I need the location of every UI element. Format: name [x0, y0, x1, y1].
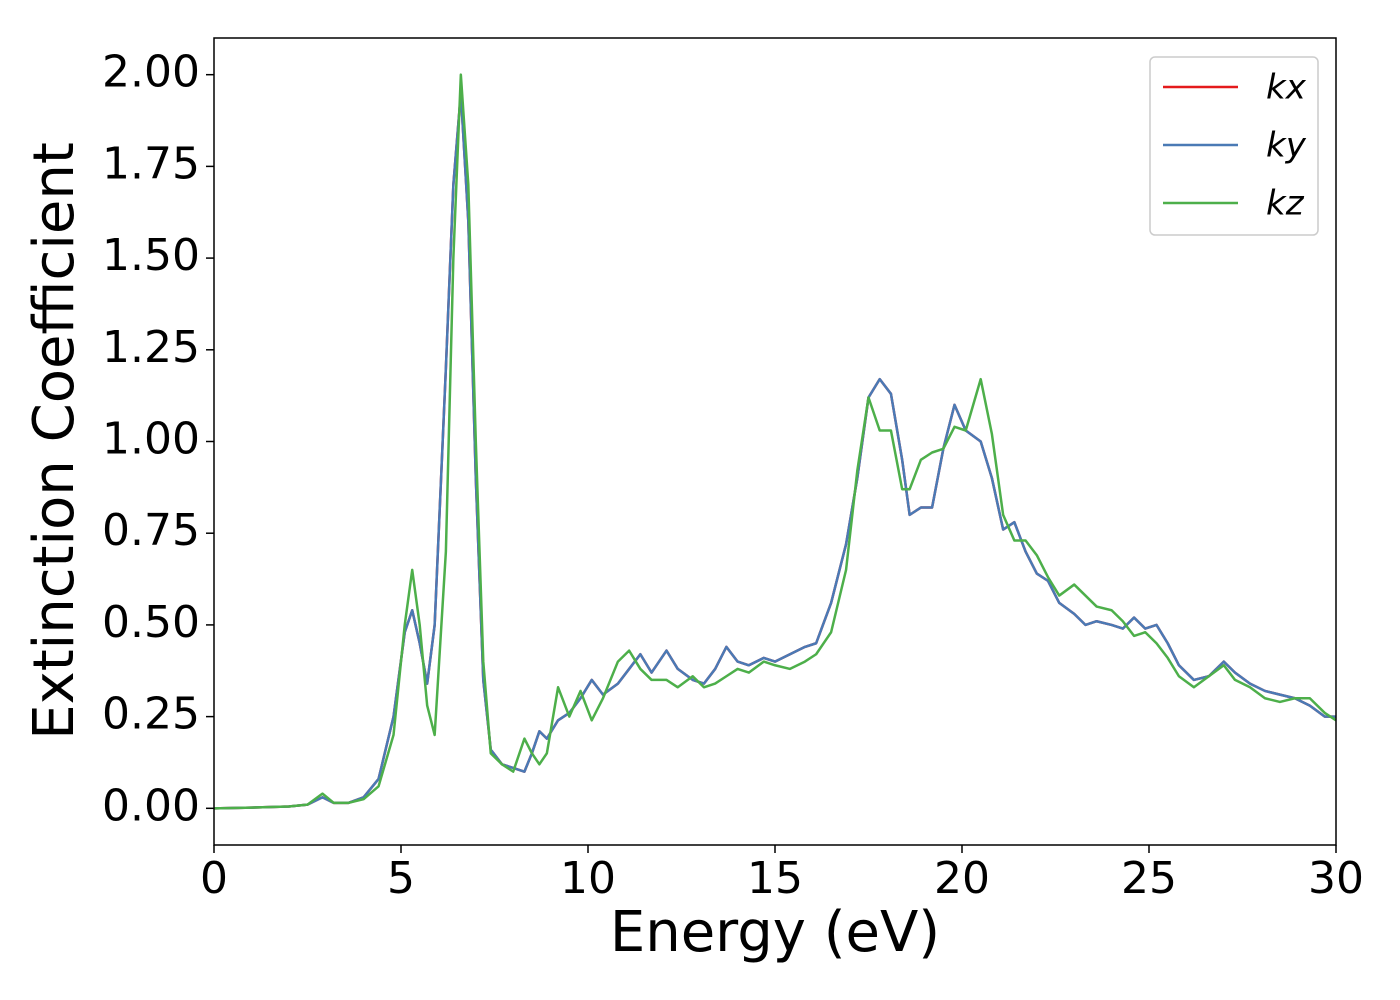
series-line: [214, 91, 1336, 810]
y-tick-label: 0.75: [102, 505, 200, 556]
x-tick-label: 5: [387, 853, 415, 904]
x-tick-label: 25: [1121, 853, 1177, 904]
y-tick-label: 0.50: [102, 597, 200, 648]
x-tick-label: 20: [934, 853, 990, 904]
series-line: [214, 73, 1336, 810]
x-tick-label: 15: [747, 853, 803, 904]
legend-label: kx: [1266, 68, 1307, 108]
y-tick-label: 1.00: [102, 414, 200, 465]
legend-label: kz: [1266, 184, 1305, 224]
y-tick-label: 2.00: [102, 47, 200, 98]
y-tick-label: 1.50: [102, 230, 200, 281]
x-tick-label: 10: [560, 853, 616, 904]
y-tick-label: 0.00: [102, 780, 200, 831]
x-axis-label: Energy (eV): [610, 900, 940, 965]
x-tick-label: 30: [1308, 853, 1364, 904]
legend-label: ky: [1266, 126, 1307, 166]
y-tick-label: 1.25: [102, 322, 200, 373]
x-tick-label: 0: [200, 853, 228, 904]
plot-frame: [213, 37, 1337, 846]
y-axis-label: Extinction Coefficient: [22, 142, 87, 740]
y-tick-label: 0.25: [102, 689, 200, 740]
y-tick-label: 1.75: [102, 138, 200, 189]
